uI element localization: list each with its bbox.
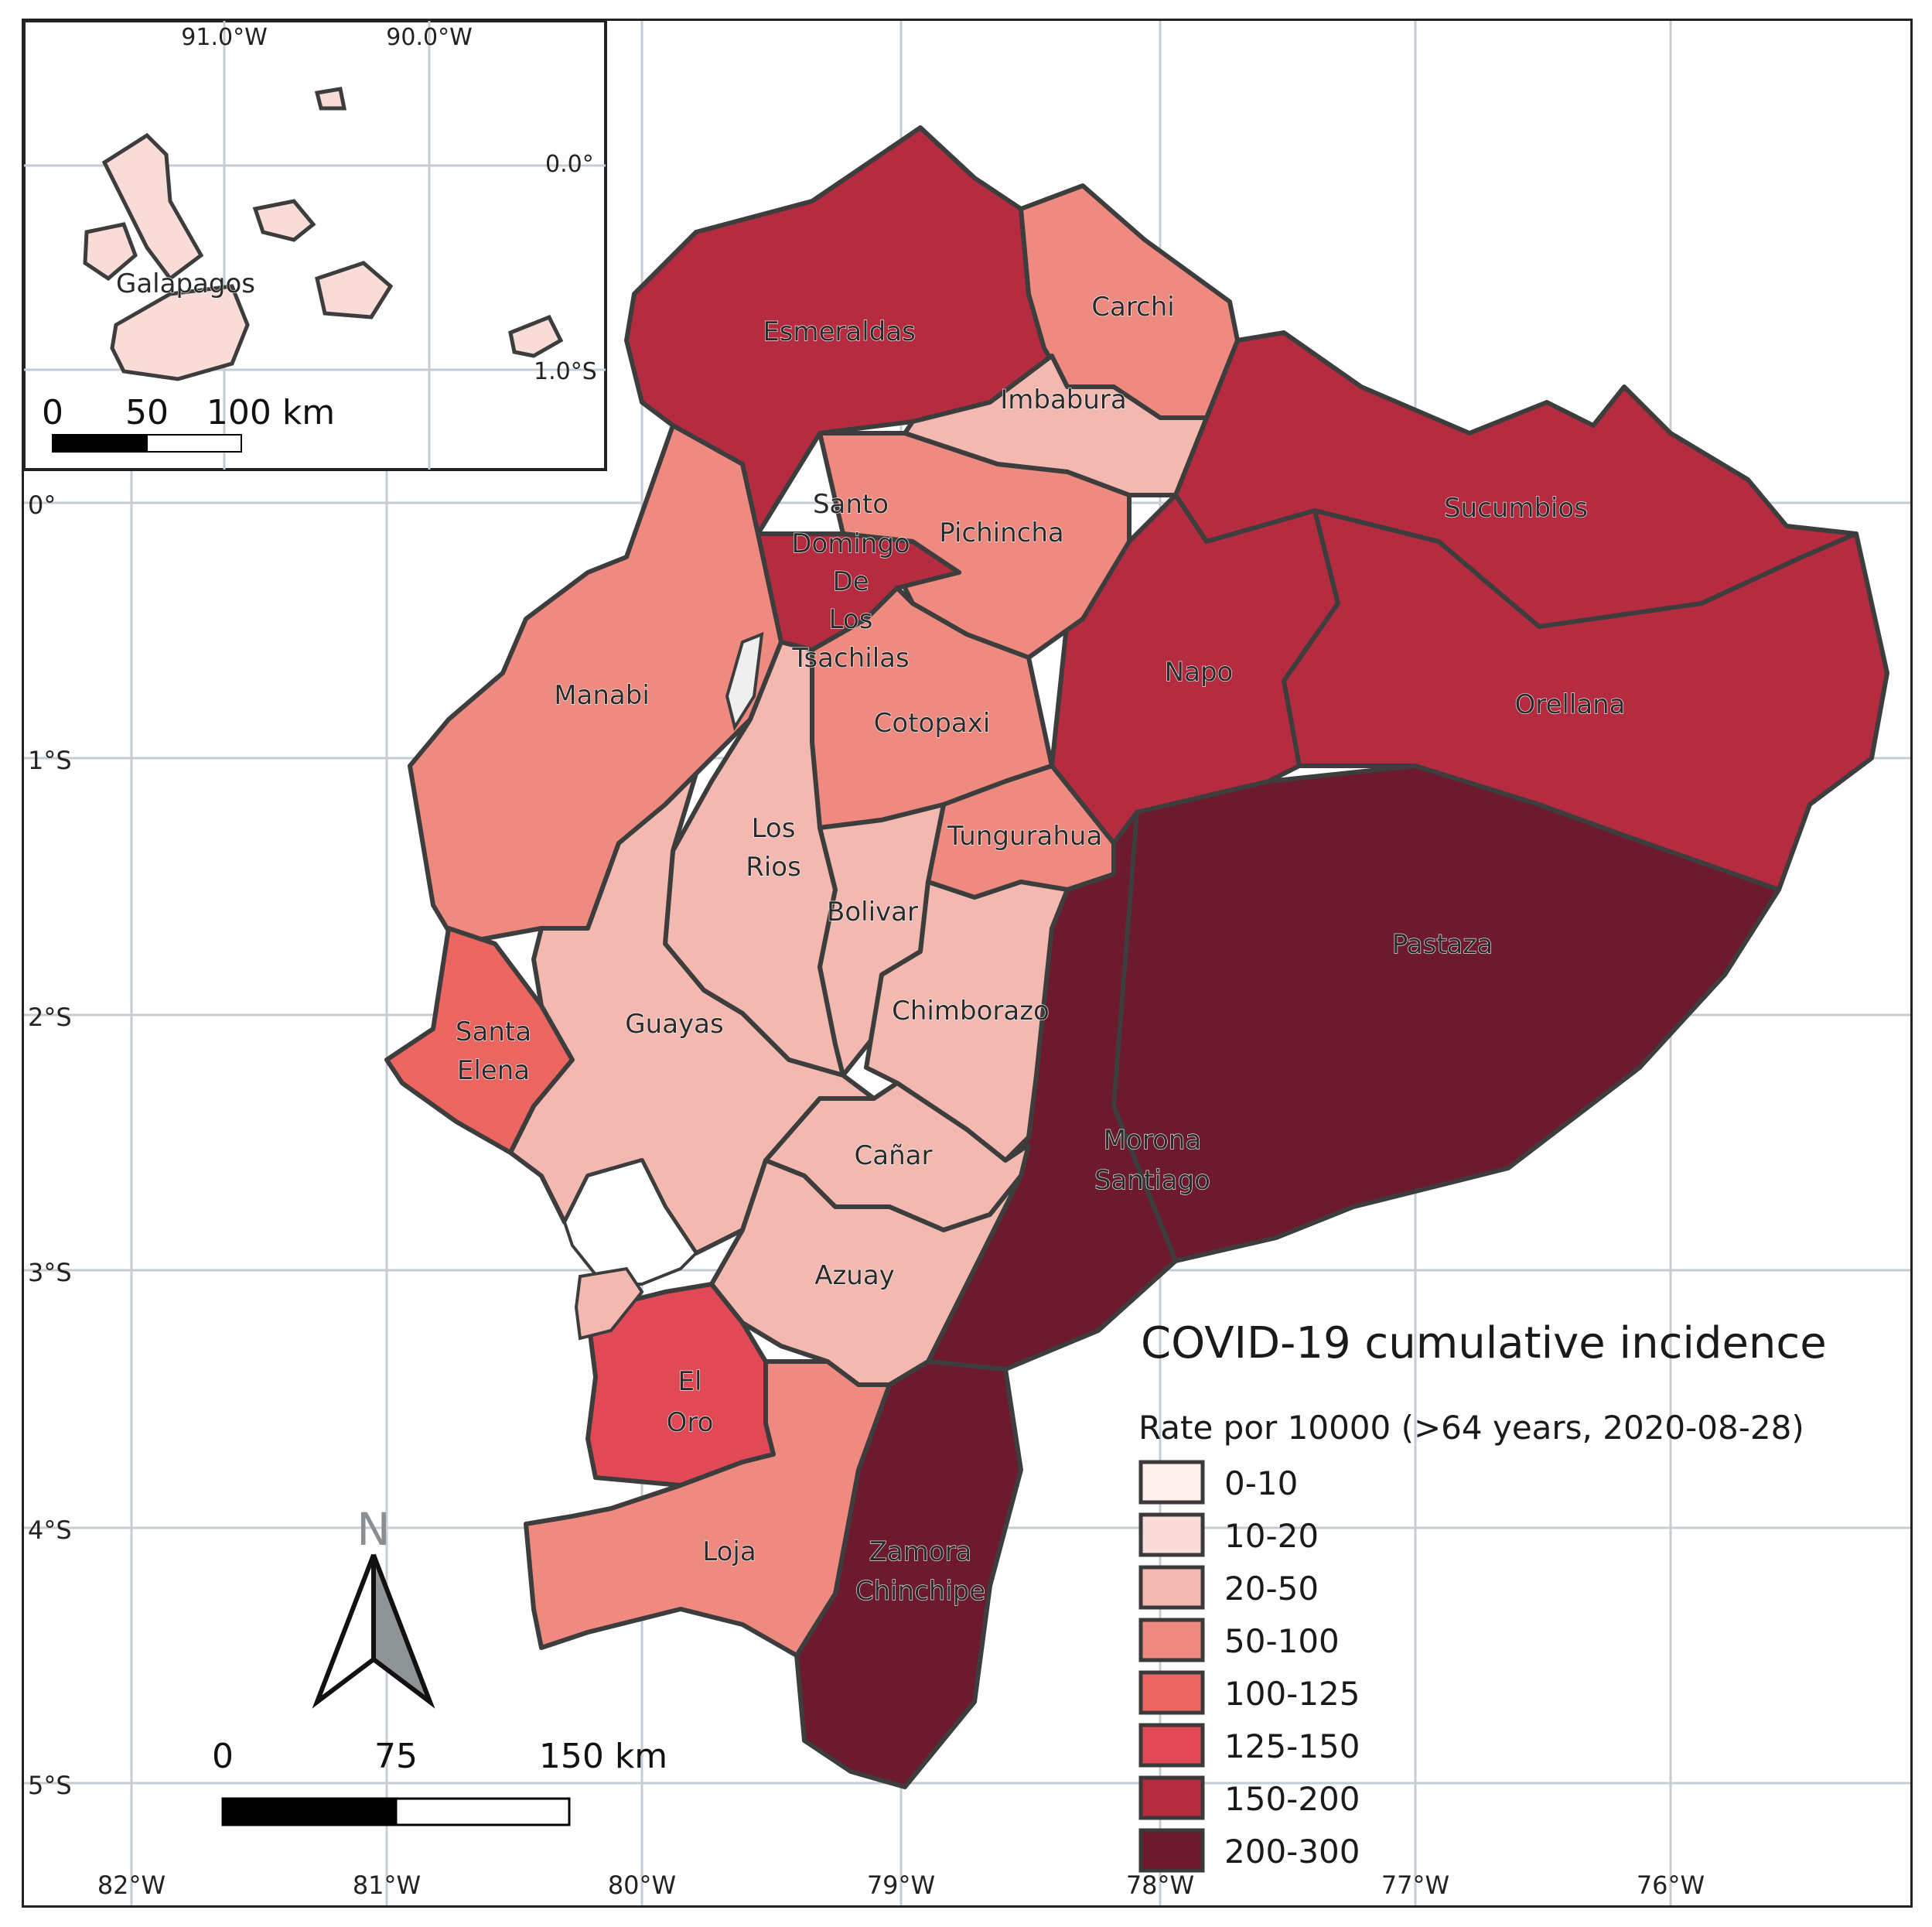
label-morona-1: Morona bbox=[1104, 1125, 1202, 1156]
label-esmeraldas: Esmeraldas bbox=[763, 316, 916, 347]
lat-tick-3: 3°S bbox=[28, 1258, 72, 1287]
label-orellana: Orellana bbox=[1514, 689, 1625, 720]
legend-title: COVID-19 cumulative incidence bbox=[1141, 1318, 1827, 1368]
lon-tick-3: 79°W bbox=[867, 1871, 935, 1900]
galapagos-islands[interactable] bbox=[83, 87, 564, 381]
legend-label-5: 125-150 bbox=[1224, 1727, 1360, 1765]
legend-swatch-3 bbox=[1138, 1618, 1205, 1662]
north-arrow: N bbox=[312, 1503, 435, 1709]
label-pichincha: Pichincha bbox=[939, 518, 1064, 548]
legend-label-7: 200-300 bbox=[1224, 1833, 1360, 1871]
lon-tick-2: 80°W bbox=[608, 1871, 676, 1900]
label-zamora-1: Zamora bbox=[869, 1536, 972, 1567]
inset-scale-bar-white bbox=[146, 434, 242, 453]
inset-lon-tick-1: 90.0°W bbox=[386, 24, 472, 51]
label-santo-domingo-2: Domingo bbox=[791, 528, 910, 559]
legend-label-1: 10-20 bbox=[1224, 1517, 1319, 1555]
label-sucumbios: Sucumbios bbox=[1444, 493, 1588, 524]
north-arrow-left bbox=[312, 1553, 376, 1709]
lon-tick-0: 82°W bbox=[97, 1871, 166, 1900]
label-zamora-2: Chinchipe bbox=[855, 1576, 985, 1607]
legend-subtitle: Rate por 10000 (>64 years, 2020-08-28) bbox=[1138, 1409, 1804, 1447]
label-galapagos: Galapagos bbox=[116, 268, 255, 299]
legend-label-2: 20-50 bbox=[1224, 1570, 1319, 1608]
province-azuay[interactable] bbox=[709, 1158, 1023, 1387]
scale-bar-black bbox=[221, 1797, 398, 1826]
label-manabi: Manabi bbox=[554, 680, 650, 711]
label-imbabura: Imbabura bbox=[1000, 384, 1127, 415]
provinces bbox=[384, 125, 1889, 1789]
north-arrow-right bbox=[371, 1553, 435, 1709]
label-carchi: Carchi bbox=[1091, 292, 1175, 323]
label-chimborazo: Chimborazo bbox=[892, 996, 1050, 1027]
inset-lat-tick-1: 1.0°S bbox=[534, 358, 597, 385]
inset-scale-bar-black bbox=[52, 434, 148, 453]
label-santo-domingo-3: De bbox=[832, 566, 869, 597]
legend: COVID-19 cumulative incidence Rate por 1… bbox=[1138, 1318, 1827, 1873]
lat-tick-4: 4°S bbox=[28, 1515, 72, 1545]
island-puna[interactable] bbox=[574, 1266, 644, 1341]
galapagos-inset: Galapagos 91.0°W 90.0°W 0.0° 1.0°S 0 50 … bbox=[22, 19, 607, 471]
scale-bar: 0 75 150 km bbox=[212, 1737, 667, 1826]
scale-mid: 75 bbox=[374, 1737, 418, 1776]
label-el-oro-2: Oro bbox=[667, 1407, 714, 1438]
lon-tick-5: 77°W bbox=[1381, 1871, 1449, 1900]
legend-swatch-5 bbox=[1138, 1723, 1205, 1768]
inset-scale-zero: 0 bbox=[42, 393, 63, 432]
legend-swatch-6 bbox=[1138, 1775, 1205, 1820]
province-orellana[interactable] bbox=[1282, 508, 1889, 892]
legend-label-4: 100-125 bbox=[1224, 1675, 1360, 1713]
lat-tick-0: 0° bbox=[28, 490, 56, 520]
legend-swatch-1 bbox=[1138, 1512, 1205, 1557]
label-bolivar: Bolivar bbox=[827, 897, 918, 928]
label-el-oro-1: El bbox=[678, 1366, 702, 1397]
label-loja: Loja bbox=[702, 1536, 756, 1567]
label-santo-domingo-5: Tsachilas bbox=[791, 643, 909, 674]
label-guayas: Guayas bbox=[625, 1009, 723, 1040]
inset-scale-mid: 50 bbox=[125, 393, 169, 432]
lon-tick-6: 76°W bbox=[1637, 1871, 1705, 1900]
legend-swatch-0 bbox=[1138, 1460, 1205, 1505]
label-los-rios-1: Los bbox=[752, 813, 796, 844]
inset-scale-end: 100 km bbox=[207, 393, 335, 432]
scale-zero: 0 bbox=[212, 1737, 234, 1776]
lat-tick-labels: 0° 1°S 2°S 3°S 4°S 5°S bbox=[28, 490, 72, 1800]
province-labels: Esmeraldas Carchi Imbabura Sucumbios Pic… bbox=[455, 291, 1626, 1607]
inset-lat-tick-0: 0.0° bbox=[545, 151, 594, 178]
lon-tick-labels: 82°W 81°W 80°W 79°W 78°W 77°W 76°W bbox=[97, 1871, 1705, 1900]
lat-tick-1: 1°S bbox=[28, 746, 72, 775]
gulf-of-guayaquil bbox=[562, 1158, 698, 1286]
label-tungurahua: Tungurahua bbox=[947, 821, 1103, 852]
label-santo-domingo-1: Santo bbox=[813, 489, 889, 520]
lon-tick-4: 78°W bbox=[1126, 1871, 1194, 1900]
label-cotopaxi: Cotopaxi bbox=[874, 708, 991, 739]
label-azuay: Azuay bbox=[814, 1260, 895, 1291]
legend-swatch-2 bbox=[1138, 1565, 1205, 1610]
label-napo: Napo bbox=[1165, 657, 1234, 688]
label-morona-2: Santiago bbox=[1094, 1165, 1210, 1196]
scale-end: 150 km bbox=[539, 1737, 667, 1776]
scale-bar-white bbox=[394, 1797, 571, 1826]
label-los-rios-2: Rios bbox=[746, 852, 801, 883]
lat-tick-2: 2°S bbox=[28, 1003, 72, 1032]
label-santo-domingo-4: Los bbox=[829, 604, 873, 635]
label-santa-elena-1: Santa bbox=[456, 1016, 531, 1047]
legend-label-0: 0-10 bbox=[1224, 1464, 1298, 1502]
label-pastaza: Pastaza bbox=[1392, 929, 1493, 960]
label-canar: Cañar bbox=[855, 1140, 933, 1171]
legend-label-6: 150-200 bbox=[1224, 1780, 1360, 1818]
legend-swatch-4 bbox=[1138, 1670, 1205, 1715]
province-chimborazo[interactable] bbox=[864, 880, 1070, 1163]
island-small-white bbox=[725, 631, 764, 732]
inset-lon-tick-0: 91.0°W bbox=[181, 24, 267, 51]
legend-items: 0-10 10-20 20-50 50-100 100-125 125-150 150-20… bbox=[1138, 1460, 1360, 1873]
north-arrow-letter: N bbox=[357, 1503, 390, 1556]
legend-swatch-7 bbox=[1138, 1828, 1205, 1873]
lat-tick-5: 5°S bbox=[28, 1771, 72, 1800]
province-loja[interactable] bbox=[524, 1359, 892, 1658]
label-santa-elena-2: Elena bbox=[457, 1055, 530, 1086]
legend-label-3: 50-100 bbox=[1224, 1622, 1340, 1660]
lon-tick-1: 81°W bbox=[353, 1871, 421, 1900]
